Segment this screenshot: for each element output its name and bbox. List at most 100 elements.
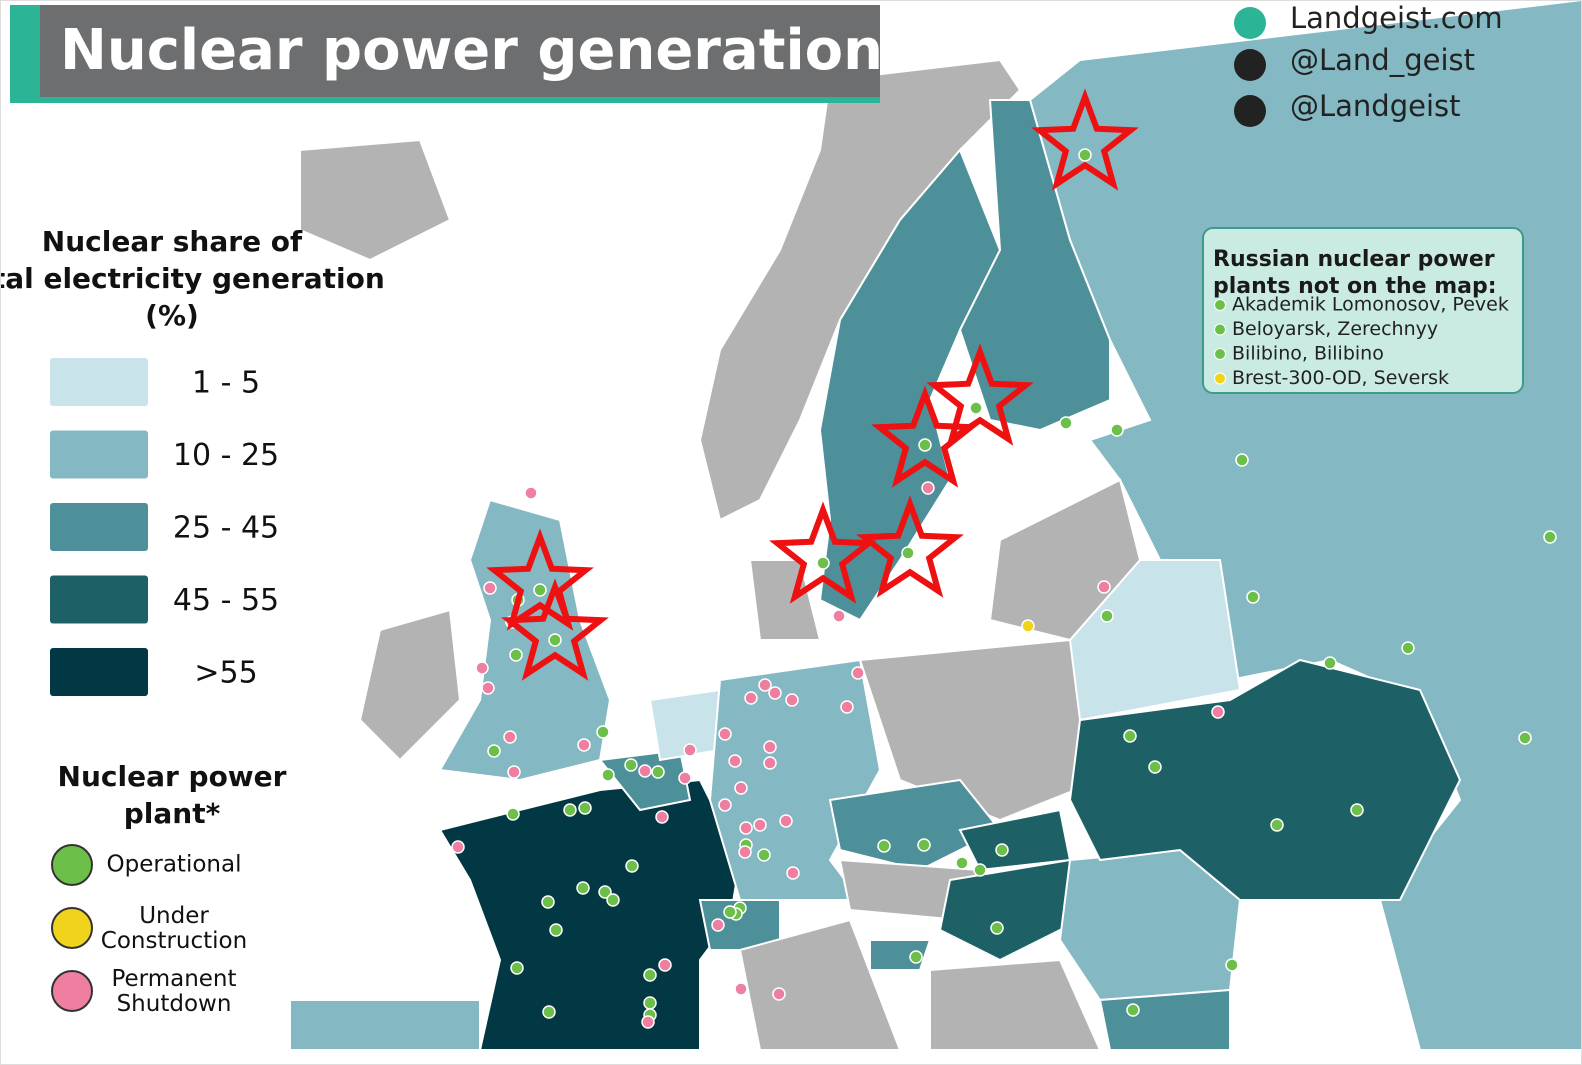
plant-marker bbox=[739, 821, 753, 835]
plant-marker bbox=[901, 546, 915, 560]
plant-marker bbox=[955, 856, 969, 870]
plant-marker bbox=[475, 661, 489, 675]
russia-marker bbox=[1214, 348, 1226, 360]
plant-marker bbox=[1078, 148, 1092, 162]
plant-marker bbox=[507, 765, 521, 779]
plant-marker bbox=[658, 958, 672, 972]
star bbox=[1031, 88, 1139, 191]
plant-marker bbox=[451, 840, 465, 854]
plant-marker bbox=[1123, 729, 1137, 743]
plant-marker bbox=[655, 810, 669, 824]
plant-marker bbox=[877, 839, 891, 853]
plant-marker bbox=[524, 486, 538, 500]
plant-marker bbox=[779, 814, 793, 828]
plant-marker bbox=[757, 848, 771, 862]
plant-marker bbox=[816, 556, 830, 570]
title-accent bbox=[10, 5, 40, 103]
plant-marker bbox=[917, 838, 931, 852]
plant-marker bbox=[918, 438, 932, 452]
iceland bbox=[299, 138, 452, 262]
plant-marker bbox=[973, 863, 987, 877]
plant-marker bbox=[1126, 1003, 1140, 1017]
plant-marker bbox=[563, 803, 577, 817]
social-icon bbox=[1234, 95, 1266, 127]
plant-marker bbox=[1148, 760, 1162, 774]
russia-box-title: Russian nuclear power plants not on the m… bbox=[1213, 247, 1497, 299]
share-legend: Nuclear share of total electricity genera… bbox=[0, 225, 385, 696]
plant-marker bbox=[503, 730, 517, 744]
ireland bbox=[358, 608, 462, 762]
plant-marker bbox=[643, 968, 657, 982]
plant-marker bbox=[1021, 619, 1035, 633]
star bbox=[926, 343, 1034, 446]
highlight-stars bbox=[486, 88, 1139, 681]
plant-legend-label: Under Construction bbox=[101, 903, 247, 954]
legend-swatch bbox=[50, 358, 148, 406]
plant-marker bbox=[1211, 705, 1225, 719]
plant-marker bbox=[506, 807, 520, 821]
czechia bbox=[828, 778, 1002, 872]
plant-marker bbox=[763, 756, 777, 770]
plant-legend-icon bbox=[51, 844, 93, 886]
plant-marker bbox=[624, 758, 638, 772]
legend-title: Nuclear share of total electricity genera… bbox=[0, 225, 385, 332]
plant-marker bbox=[1518, 731, 1532, 745]
finland bbox=[958, 99, 1111, 432]
plant-marker bbox=[641, 1015, 655, 1029]
plant-marker bbox=[1100, 609, 1114, 623]
social-handle: @Landgeist bbox=[1290, 89, 1461, 123]
poland bbox=[858, 638, 1102, 822]
plant-marker bbox=[1350, 803, 1364, 817]
plant-marker bbox=[723, 905, 737, 919]
plant-marker bbox=[718, 798, 732, 812]
plant-legend: Nuclear power plant* Operational Under Const… bbox=[51, 760, 287, 1017]
plant-marker bbox=[1270, 818, 1284, 832]
plant-marker bbox=[638, 764, 652, 778]
plant-marker bbox=[601, 768, 615, 782]
plant-marker bbox=[643, 996, 657, 1010]
plant-marker bbox=[596, 725, 610, 739]
balkans bbox=[929, 958, 1102, 1051]
plant-marker bbox=[763, 740, 777, 754]
plant-legend-label: Permanent Shutdown bbox=[111, 966, 236, 1017]
plant-marker bbox=[734, 781, 748, 795]
plant-marker bbox=[483, 581, 497, 595]
social-handle: Landgeist.com bbox=[1290, 1, 1503, 35]
russia-marker bbox=[1214, 299, 1226, 311]
plant-marker bbox=[481, 681, 495, 695]
plant-marker bbox=[772, 987, 786, 1001]
plant-marker bbox=[1059, 416, 1073, 430]
plant-marker bbox=[578, 801, 592, 815]
legend-swatch bbox=[50, 430, 148, 479]
plant-marker bbox=[718, 727, 732, 741]
plant-marker bbox=[1323, 656, 1337, 670]
legend-label: 1 - 5 bbox=[192, 366, 260, 401]
plant-marker bbox=[728, 754, 742, 768]
plant-marker bbox=[678, 771, 692, 785]
star bbox=[486, 528, 594, 631]
social-links: Landgeist.com @Land_geist @Landgeist bbox=[1234, 1, 1503, 127]
plant-legend-label: Operational bbox=[107, 852, 242, 878]
plant-marker bbox=[1401, 641, 1415, 655]
plant-marker bbox=[738, 845, 752, 859]
plant-marker bbox=[1110, 423, 1124, 437]
plant-marker bbox=[1097, 580, 1111, 594]
plant-marker bbox=[598, 885, 612, 899]
russia-plant: Beloyarsk, Zerechnyy bbox=[1232, 318, 1438, 340]
plant-marker bbox=[1225, 958, 1239, 972]
plant-marker bbox=[577, 738, 591, 752]
title-underline bbox=[10, 97, 880, 103]
spain bbox=[289, 999, 481, 1051]
russia-marker bbox=[1214, 372, 1226, 385]
star bbox=[856, 495, 964, 598]
plant-marker bbox=[549, 923, 563, 937]
plant-marker bbox=[744, 691, 758, 705]
title-banner bbox=[10, 5, 880, 103]
plant-marker bbox=[990, 921, 1004, 935]
plant-marker bbox=[909, 950, 923, 964]
social-icon bbox=[1234, 7, 1266, 39]
plant-marker bbox=[753, 818, 767, 832]
plant-legend-icon bbox=[51, 970, 93, 1012]
plant-marker bbox=[1246, 590, 1260, 604]
